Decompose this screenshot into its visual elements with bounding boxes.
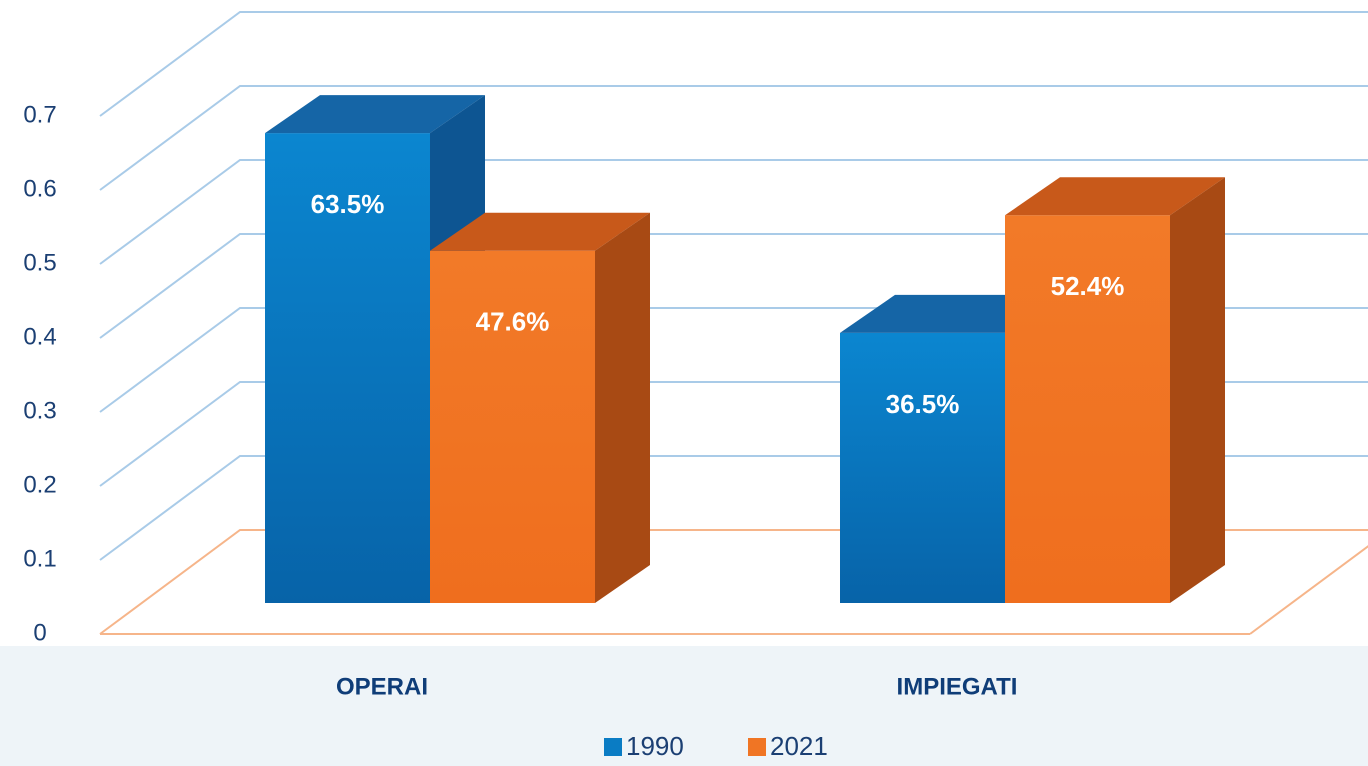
y-tick-label: 0.2 [23,471,56,498]
legend-label: 2021 [770,731,828,761]
y-tick-label: 0.5 [23,249,56,276]
grid-line [99,85,1368,191]
legend-swatch [604,738,622,756]
grid-line [99,159,1368,265]
bar-front [840,332,1005,603]
bar-side [595,212,650,603]
bar-top [430,212,650,251]
bar-front [430,250,595,603]
y-tick-label: 0.6 [23,175,56,202]
y-tick-label: 0 [33,619,46,646]
floor-edge [1249,545,1368,635]
data-label: 52.4% [1051,271,1125,301]
x-tick-label: IMPIEGATI [897,673,1018,700]
grid-line [99,11,1368,117]
y-tick-label: 0.7 [23,101,56,128]
bar-front [265,133,430,603]
y-tick-label: 0.4 [23,323,56,350]
x-tick-label: OPERAI [336,673,428,700]
y-tick-label: 0.1 [23,545,56,572]
legend-band [0,646,1368,766]
bar-top [1005,177,1225,216]
data-label: 47.6% [476,307,550,337]
y-tick-label: 0.3 [23,397,56,424]
bar-side [1170,177,1225,604]
legend-swatch [748,738,766,756]
legend-label: 1990 [626,731,684,761]
data-label: 63.5% [311,189,385,219]
bar-top [265,95,485,134]
bar-front [1005,215,1170,604]
data-label: 36.5% [886,389,960,419]
